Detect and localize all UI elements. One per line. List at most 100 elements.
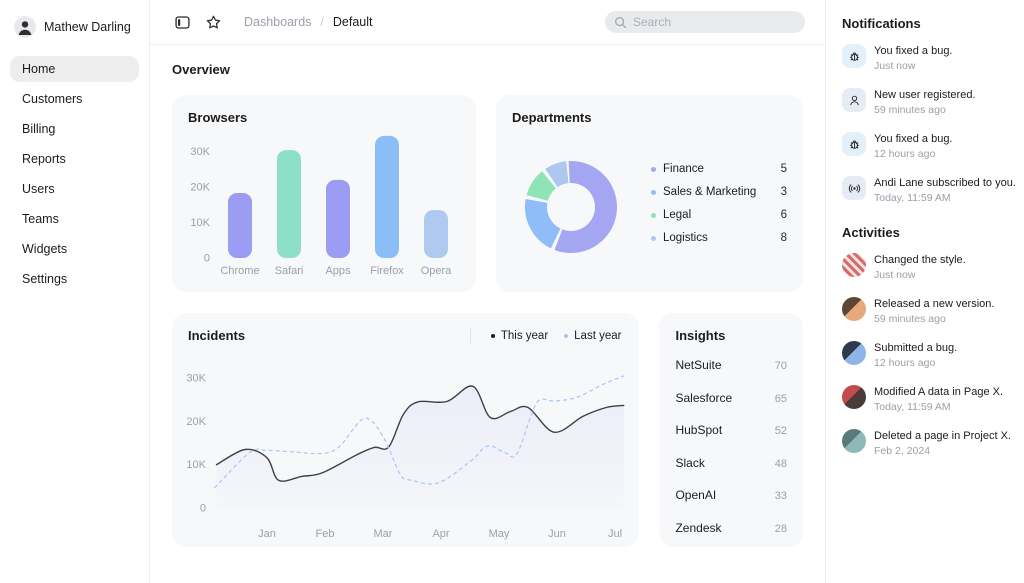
notification-text: New user registered.	[874, 89, 976, 101]
legend-value: 8	[780, 232, 787, 244]
insight-value: 33	[774, 490, 787, 502]
departments-legend-row: Logistics 8	[651, 232, 787, 244]
activity-item[interactable]: Deleted a page in Project X. Feb 2, 2024	[842, 429, 1011, 457]
insight-value: 48	[774, 457, 787, 470]
sidebar-nav: Home Customers Billing Reports Users Teams Wid…	[10, 56, 139, 292]
legend-item-this-year[interactable]: This year	[490, 329, 549, 342]
legend-value: 5	[780, 163, 787, 175]
favorite-star-button[interactable]	[201, 10, 226, 35]
insights-card-title: Insights	[675, 328, 726, 343]
notifications-list: You fixed a bug. Just now New user registe…	[842, 44, 1016, 204]
legend-item-last-year[interactable]: Last year	[564, 330, 621, 342]
notification-item[interactable]: You fixed a bug. 12 hours ago	[842, 132, 1008, 160]
incidents-line-chart: 0 10K 20K 30K Jan Feb Mar Apr May Jun Jul	[186, 373, 625, 540]
insight-label: NetSuite	[675, 358, 722, 372]
insights-list: NetSuite 70 Salesforce 65 HubSpot 52 Slack 48 Op…	[675, 358, 787, 553]
insight-value: 28	[774, 522, 787, 535]
activity-item[interactable]: Modified A data in Page X. Today, 11:59 A…	[842, 385, 1008, 413]
activity-avatar	[842, 341, 866, 365]
sidebar-toggle-button[interactable]	[170, 10, 195, 35]
incidents-ytick: 30K	[186, 373, 206, 385]
sidebar-item-customers[interactable]: Customers	[22, 92, 83, 106]
sidebar-item-home[interactable]: Home	[10, 56, 139, 82]
sidebar: Mathew Darling Home Customers Billing Repor…	[0, 0, 150, 583]
insights-row: NetSuite 70	[675, 358, 787, 372]
incidents-ytick: 20K	[186, 416, 206, 428]
donut-slice-finance	[554, 161, 617, 253]
notification-item[interactable]: You fixed a bug. Just now	[842, 44, 1008, 72]
bug-icon	[842, 132, 866, 156]
breadcrumb-current[interactable]: Default	[332, 15, 373, 29]
sidebar-item-widgets[interactable]: Widgets	[22, 242, 68, 256]
insight-label: Zendesk	[675, 520, 722, 535]
user-avatar-icon	[14, 16, 36, 38]
browsers-xtick: Safari	[275, 265, 304, 277]
browsers-xtick: Opera	[421, 265, 452, 277]
activities-title: Activities	[842, 225, 900, 240]
bug-icon	[842, 44, 866, 68]
activity-time: Today, 11:59 AM	[874, 401, 951, 413]
sidebar-item-users[interactable]: Users	[22, 182, 55, 196]
donut-slice-logistics	[545, 161, 570, 188]
dashboard-content: Overview Browsers 0 10K 20K 30K Chrome Safari…	[150, 45, 825, 568]
departments-legend-row: Finance 5	[651, 163, 787, 175]
legend-dot-icon	[651, 189, 656, 195]
sidebar-item-teams[interactable]: Teams	[22, 212, 59, 226]
departments-legend-row: Legal 6	[651, 209, 787, 221]
sidebar-item-settings[interactable]: Settings	[22, 272, 68, 286]
insights-row: HubSpot 52	[675, 423, 787, 437]
activity-item[interactable]: Submitted a bug. 12 hours ago	[842, 341, 1008, 369]
legend-dot-icon	[490, 333, 495, 338]
charts-row-2: Incidents This year Last year 0 10K 20K 30K J…	[172, 313, 803, 547]
page-title: Overview	[172, 62, 230, 77]
browsers-xtick: Apps	[325, 265, 351, 277]
legend-value: 6	[780, 209, 787, 221]
incidents-card: Incidents This year Last year 0 10K 20K 30K J…	[172, 313, 640, 547]
insights-row: OpenAI 33	[675, 488, 787, 502]
donut-slice-legal	[526, 171, 557, 202]
sidebar-item-billing[interactable]: Billing	[22, 122, 56, 136]
notification-text: Andi Lane subscribed to you.	[874, 177, 1016, 189]
activity-item[interactable]: Released a new version. 59 minutes ago	[842, 297, 1008, 325]
search-box[interactable]	[605, 11, 805, 33]
activity-text: Released a new version.	[874, 298, 995, 310]
incidents-ytick: 0	[200, 503, 206, 515]
browsers-ytick: 0	[204, 253, 210, 265]
insights-row: Slack 48	[675, 456, 787, 470]
legend-dot-icon	[651, 166, 656, 172]
legend-dot-icon	[651, 212, 656, 218]
browsers-bar-chart: 0 10K 20K 30K Chrome Safari Apps Firefox Opera	[190, 135, 452, 277]
user-profile[interactable]: Mathew Darling	[10, 12, 139, 56]
right-panel: Notifications You fixed a bug. Just now Ne…	[825, 0, 1024, 583]
notification-item[interactable]: Andi Lane subscribed to you. Today, 11:59…	[842, 176, 1016, 204]
insight-label: OpenAI	[675, 488, 717, 502]
insight-value: 65	[774, 392, 787, 405]
activity-text: Deleted a page in Project X.	[874, 430, 1011, 442]
insight-label: Salesforce	[675, 390, 733, 405]
activity-item[interactable]: Changed the style. Just now	[842, 253, 1008, 281]
activity-text: Modified A data in Page X.	[874, 386, 1004, 398]
main-column: Dashboards / Default Overview Browsers 0…	[150, 0, 825, 583]
browsers-xtick: Firefox	[370, 265, 404, 277]
bar-chrome	[228, 193, 252, 258]
breadcrumb: Dashboards / Default	[244, 15, 373, 29]
incidents-xtick: Jul	[608, 528, 622, 540]
activity-avatar	[842, 297, 866, 321]
breadcrumb-parent[interactable]: Dashboards	[244, 15, 312, 29]
departments-card-title: Departments	[512, 110, 592, 125]
bar-opera	[424, 210, 448, 258]
notifications-title: Notifications	[842, 16, 921, 31]
notification-time: Today, 11:59 AM	[874, 192, 951, 204]
legend-label: This year	[500, 329, 549, 342]
incidents-legend: This year Last year	[469, 328, 621, 343]
charts-row-1: Browsers 0 10K 20K 30K Chrome Safari Apps Firef…	[172, 95, 803, 292]
donut-slice-sales-marketing	[525, 199, 562, 249]
legend-label: Logistics	[663, 232, 708, 244]
sidebar-item-reports[interactable]: Reports	[22, 152, 66, 166]
search-input[interactable]	[633, 15, 796, 29]
activity-avatar	[842, 429, 866, 453]
incidents-ytick: 10K	[186, 459, 206, 471]
departments-legend-row: Sales & Marketing 3	[651, 186, 787, 198]
notification-item[interactable]: New user registered. 59 minutes ago	[842, 88, 1008, 116]
